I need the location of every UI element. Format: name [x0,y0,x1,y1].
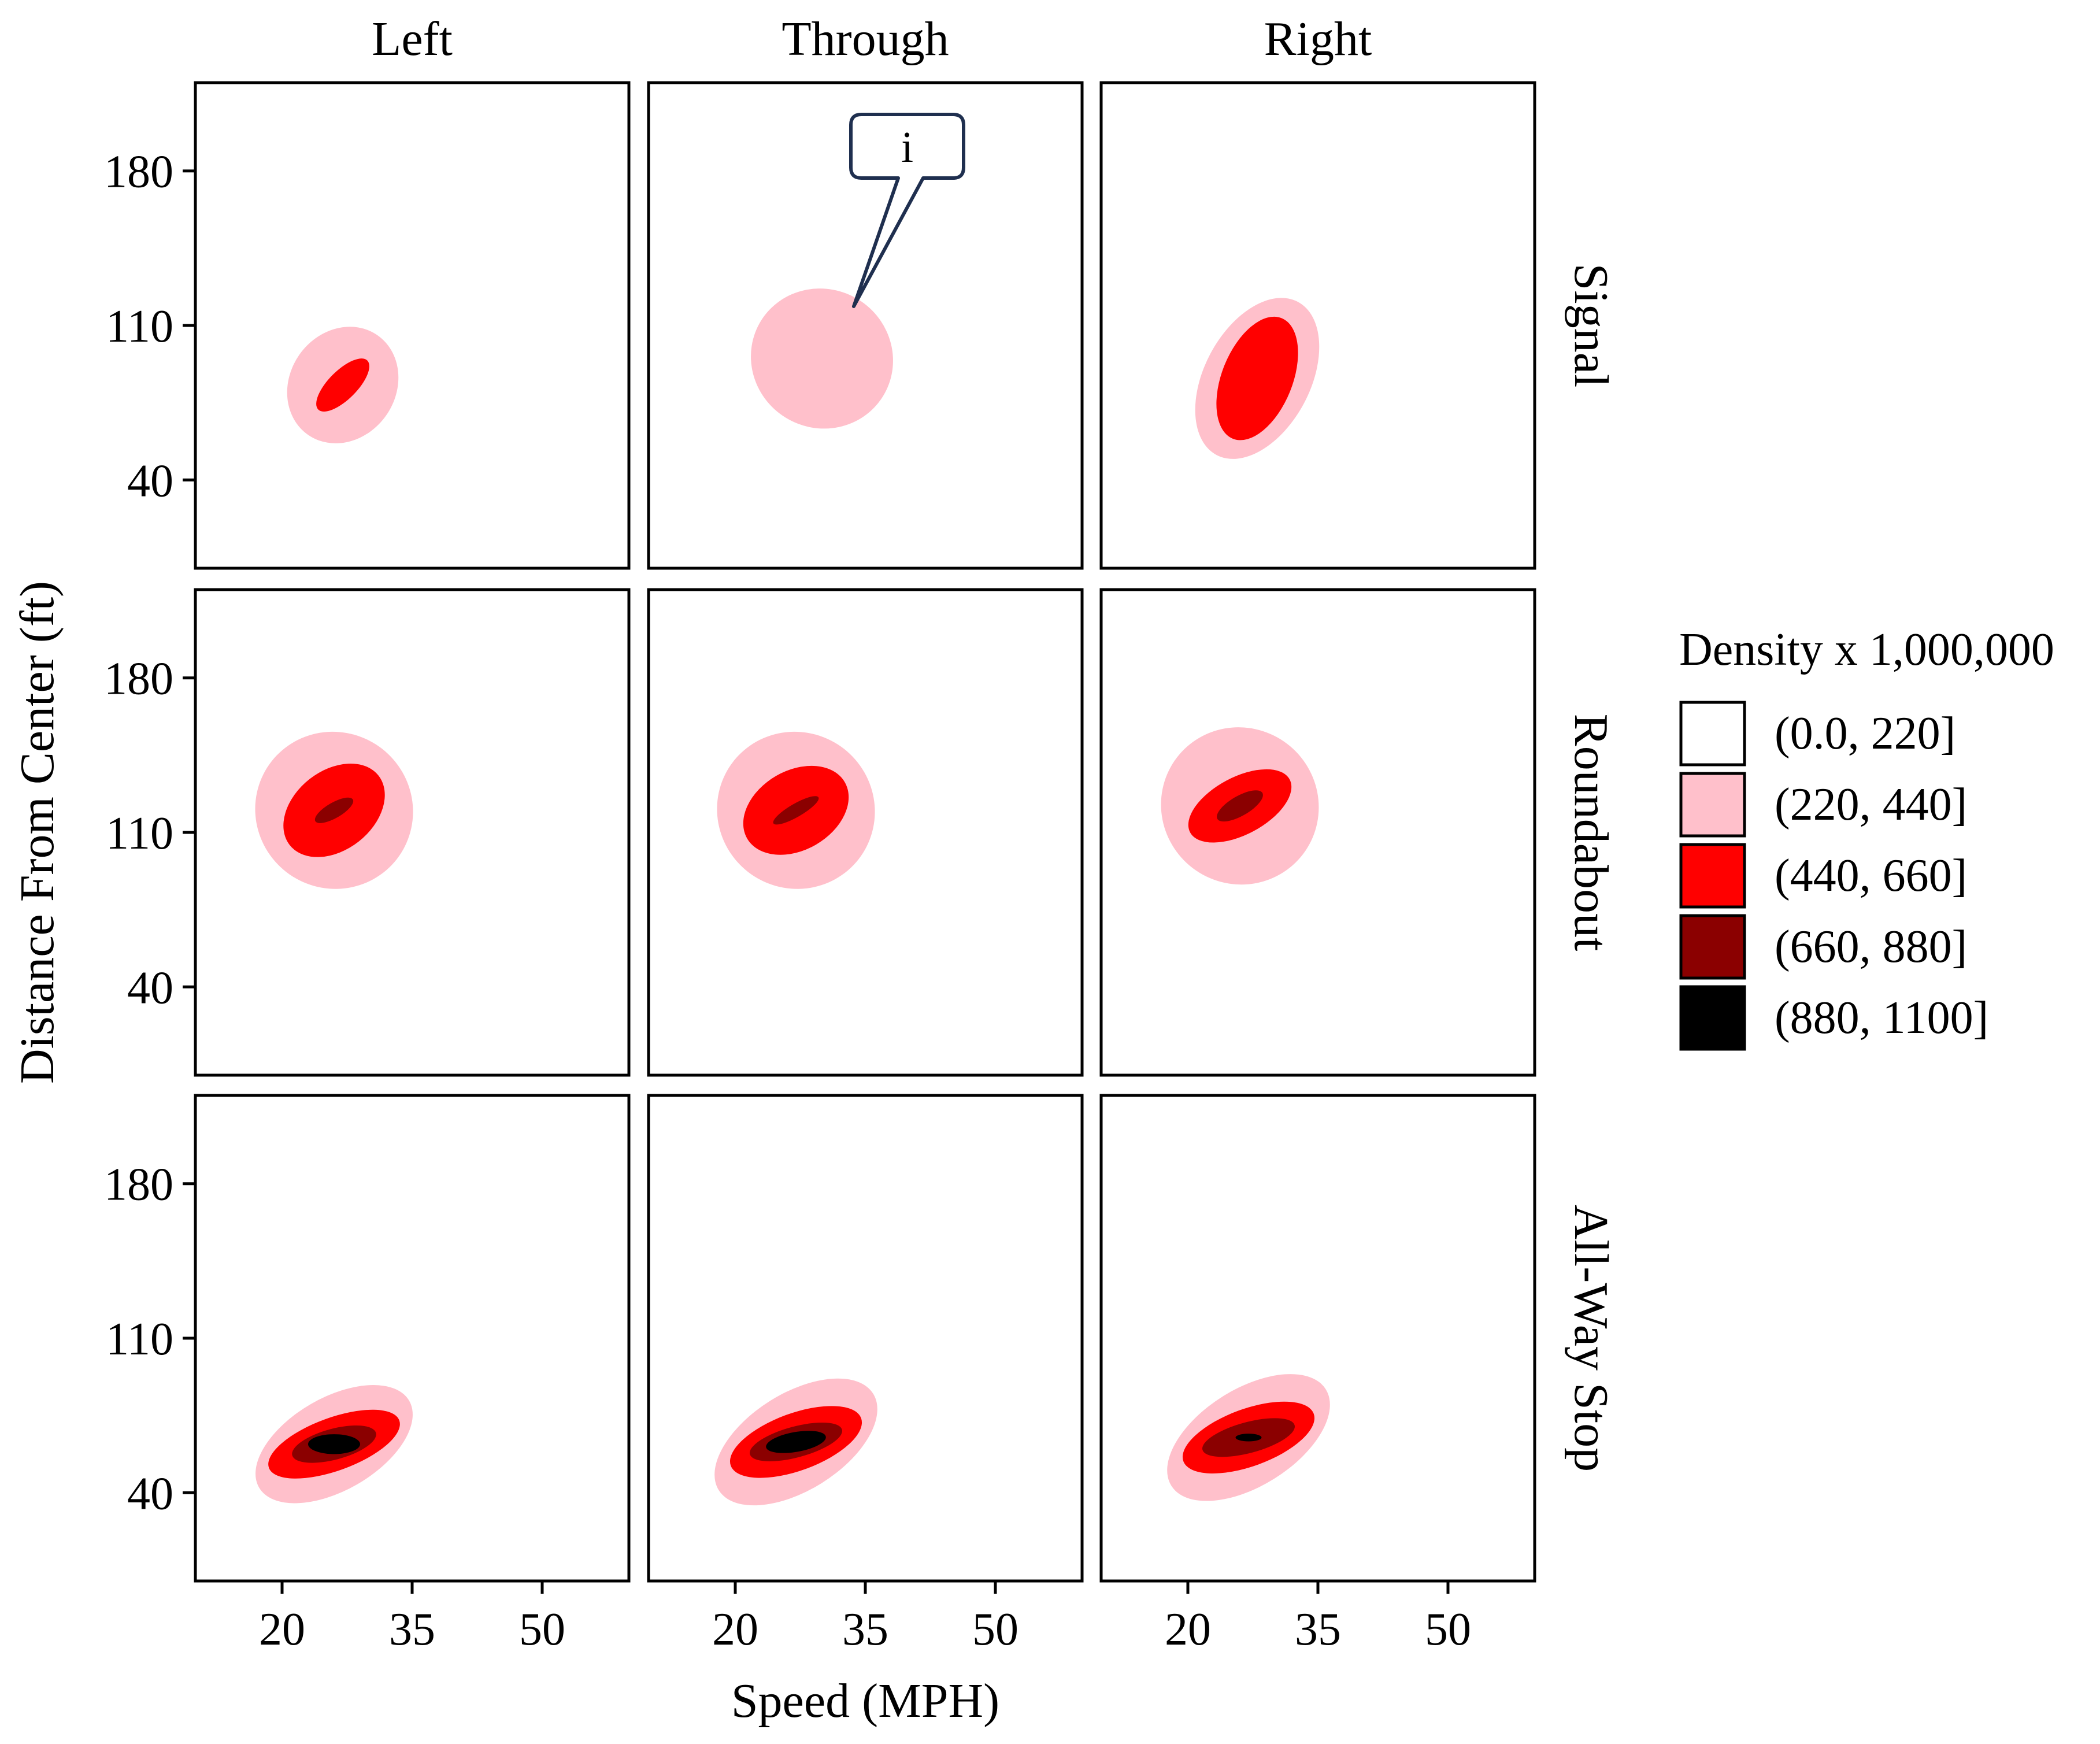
column-title-through: Through [782,12,949,66]
row-title-roundabout: Roundabout [1564,714,1618,951]
legend-key-1 [1679,772,1746,838]
x-axis-title: Speed (MPH) [731,1674,999,1728]
panel-all-way-stop-left: 40 110 180 20 35 50 [104,1094,631,1655]
contour-band-1 [751,288,893,429]
x-tick-label: 35 [1295,1604,1341,1655]
legend-label-0: (0.0, 220] [1775,708,1955,759]
panel-border [647,588,1084,1077]
x-tick-label: 20 [1165,1604,1211,1655]
panel-border [647,81,1084,570]
y-axis-title: Distance From Center (ft) [10,581,64,1084]
panel-roundabout-left: 40 110 180 [104,588,631,1077]
contour-band-4 [1235,1434,1262,1442]
panel-signal-right [1099,81,1536,570]
row-title-signal: Signal [1564,264,1618,388]
panel-background [195,1095,629,1581]
x-tick-label: 20 [712,1604,758,1655]
y-tick-label: 110 [106,808,173,859]
contour-band-2 [316,358,369,412]
y-tick-label: 110 [106,1314,173,1365]
legend: Density x 1,000,000 (0.0, 220] (220, 440] (… [1679,624,2054,1051]
panel-background [649,1095,1082,1581]
legend-key-4 [1679,985,1746,1051]
panel-roundabout-through [647,588,1084,1077]
y-tick-label: 110 [106,301,173,352]
x-tick-label: 35 [842,1604,888,1655]
callout-bubble [849,113,965,308]
legend-label-2: (440, 660] [1775,850,1967,901]
panel-signal-left: 40 110 180 [104,81,631,570]
y-tick-label: 180 [104,1160,173,1210]
panel-border [1099,588,1536,1077]
y-tick-label: 40 [127,456,173,506]
legend-title: Density x 1,000,000 [1679,624,2054,675]
legend-label-3: (660, 880] [1775,921,1967,972]
column-title-left: Left [372,12,453,66]
legend-key-2 [1679,843,1746,909]
panel-roundabout-right [1099,588,1536,1077]
contour-band-4 [766,1431,826,1453]
annotation-callout: i [849,113,965,308]
contour-band-3 [1217,790,1263,822]
x-tick-label: 50 [1425,1604,1471,1655]
y-tick-label: 180 [104,147,173,198]
x-tick-label: 50 [519,1604,565,1655]
contour-band-2 [1216,316,1298,440]
panel-all-way-stop-right: 20 35 50 [1099,1094,1536,1655]
panel-signal-through [647,81,1084,570]
legend-key-0 [1679,701,1746,767]
y-tick-label: 180 [104,654,173,705]
y-tick-label: 40 [127,962,173,1013]
legend-label-4: (880, 1100] [1775,993,1988,1043]
labels-layer: Left Through Right Signal Roundabout All-Way … [10,12,1618,1728]
column-title-right: Right [1264,12,1372,66]
legend-key-3 [1679,914,1746,980]
callout-label: i [901,123,913,172]
legend-label-1: (220, 440] [1775,779,1967,830]
panel-background [195,83,629,568]
panel-background [1101,83,1535,568]
contour-band-4 [308,1434,360,1454]
x-tick-label: 20 [259,1604,305,1655]
contour-band-3 [773,796,819,825]
x-tick-label: 50 [972,1604,1018,1655]
panels-layer: 40 110 180 40 110 180 40 110 180 20 35 50 20 35 50 20 35… [104,81,1536,1655]
panel-all-way-stop-through: 20 35 50 [647,1094,1084,1655]
panel-background [1101,1095,1535,1581]
row-title-all-way-stop: All-Way Stop [1564,1205,1618,1472]
x-tick-label: 35 [389,1604,435,1655]
y-tick-label: 40 [127,1468,173,1519]
contour-band-3 [314,797,354,823]
panel-border [1099,81,1536,570]
